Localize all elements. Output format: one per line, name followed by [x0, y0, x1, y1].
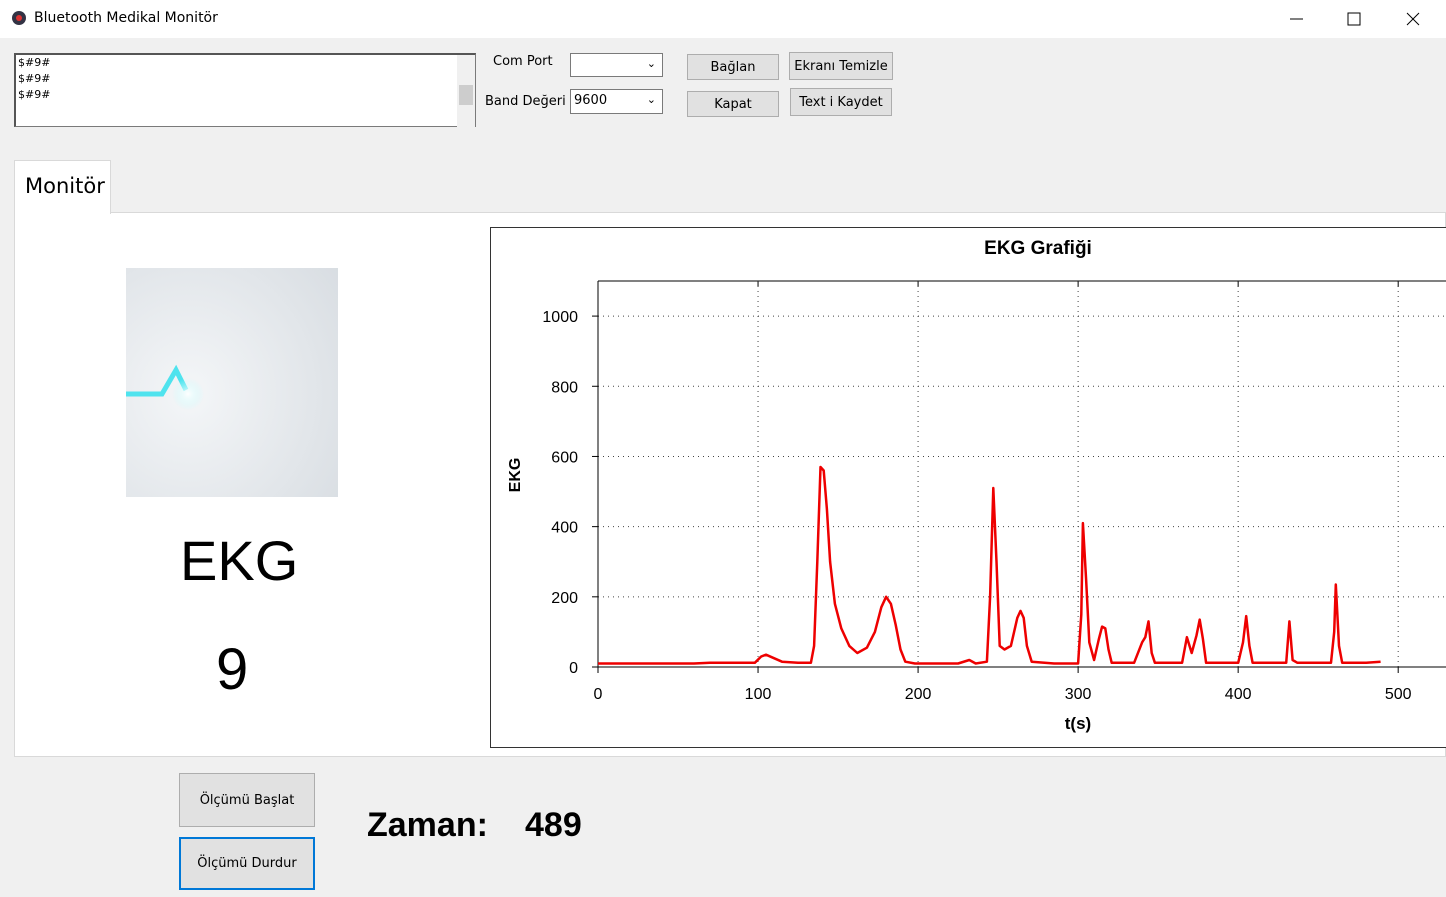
log-line: $#9# [18, 56, 51, 69]
clear-button[interactable]: Ekranı Temizle [789, 52, 893, 80]
x-axis-label: t(s) [1065, 714, 1091, 733]
com-port-combo[interactable]: ⌄ [570, 53, 663, 77]
y-axis-label: EKG [507, 458, 524, 493]
y-tick-label: 0 [569, 660, 578, 677]
time-label: Zaman: [367, 806, 488, 844]
chart-title: EKG Grafiği [984, 238, 1092, 259]
app-icon [12, 11, 26, 25]
y-tick-label: 1000 [542, 309, 578, 326]
window-controls[interactable] [1280, 8, 1430, 30]
stop-button[interactable]: Ölçümü Durdur [179, 837, 315, 890]
log-line: $#9# [18, 88, 51, 101]
monitor-tab[interactable]: Monitör [14, 160, 111, 214]
connect-button[interactable]: Bağlan [687, 54, 779, 80]
ekg-image [126, 268, 338, 497]
sensor-value: 9 [216, 637, 249, 702]
log-line: $#9# [18, 72, 51, 85]
baud-label: Band Değeri [485, 94, 566, 109]
x-tick-label: 100 [745, 686, 772, 703]
x-tick-label: 200 [905, 686, 932, 703]
x-tick-label: 500 [1385, 686, 1412, 703]
baud-combo[interactable]: 9600 ⌄ [570, 89, 663, 114]
sensor-name: EKG [180, 529, 299, 592]
scrollbar[interactable] [457, 55, 475, 127]
y-tick-label: 400 [551, 520, 578, 537]
time-value: 489 [525, 806, 582, 844]
close-button[interactable]: Kapat [687, 91, 779, 117]
chart-frame: EKG Grafiği EKG t(s) 0 200 400 600 800 1000 0 1… [490, 227, 1446, 748]
window-title: Bluetooth Medikal Monitör [34, 10, 218, 26]
y-tick-label: 800 [551, 379, 578, 396]
y-tick-label: 600 [551, 449, 578, 466]
chart: EKG Grafiği EKG t(s) 0 200 400 600 800 1000 0 1… [507, 238, 1446, 733]
title-bar: Bluetooth Medikal Monitör [0, 0, 1446, 38]
baud-value: 9600 [574, 93, 608, 108]
save-button[interactable]: Text i Kaydet [790, 88, 892, 116]
y-tick-label: 200 [551, 590, 578, 607]
scroll-thumb[interactable] [459, 85, 473, 105]
x-tick-label: 400 [1225, 686, 1252, 703]
x-tick-label: 0 [594, 686, 603, 703]
log-textbox[interactable]: $#9# $#9# $#9# [14, 53, 476, 127]
com-port-label: Com Port [493, 54, 553, 69]
ekg-line [598, 465, 1381, 665]
x-tick-label: 300 [1065, 686, 1092, 703]
start-button[interactable]: Ölçümü Başlat [179, 773, 315, 827]
